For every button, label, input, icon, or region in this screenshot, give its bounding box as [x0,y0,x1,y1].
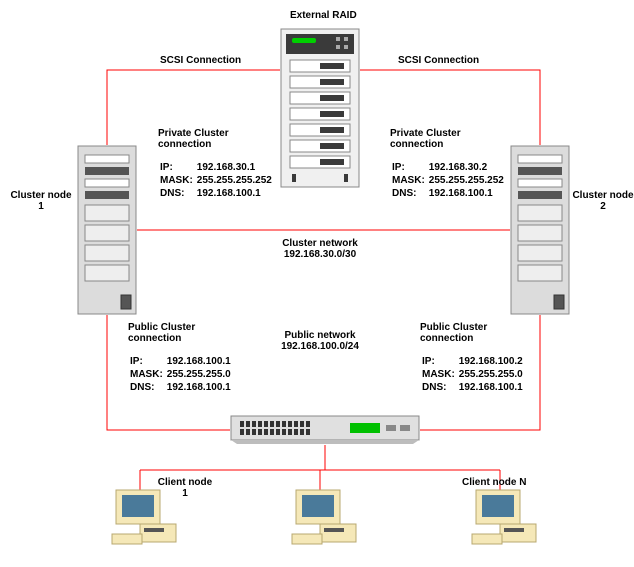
public-left-kv: IP:192.168.100.1 MASK:255.255.255.0 DNS:… [128,354,235,395]
private-left-kv: IP:192.168.30.1 MASK:255.255.255.252 DNS… [158,160,276,201]
cluster-node-1-icon [77,145,137,315]
client-node-1-label: Client node 1 [150,477,220,499]
cluster-node-2-icon [510,145,570,315]
private-right-title: Private Cluster connection [390,128,461,150]
cluster-node-1-label: Cluster node 1 [6,190,76,212]
private-left-title: Private Cluster connection [158,128,229,150]
external-raid-label: External RAID [290,10,357,21]
external-raid [280,28,360,188]
cluster-node-2-label: Cluster node 2 [572,190,634,212]
public-right-title: Public Cluster connection [420,322,487,344]
network-switch-icon [230,415,420,445]
client-node-n-label: Client node N [462,477,526,488]
private-right-kv: IP:192.168.30.2 MASK:255.255.255.252 DNS… [390,160,508,201]
public-right-kv: IP:192.168.100.2 MASK:255.255.255.0 DNS:… [420,354,527,395]
scsi-left-label: SCSI Connection [160,55,241,66]
public-left-title: Public Cluster connection [128,322,195,344]
scsi-right-label: SCSI Connection [398,55,479,66]
cluster-network-label: Cluster network 192.168.30.0/30 [250,238,390,260]
public-network-label: Public network 192.168.100.0/24 [260,330,380,352]
